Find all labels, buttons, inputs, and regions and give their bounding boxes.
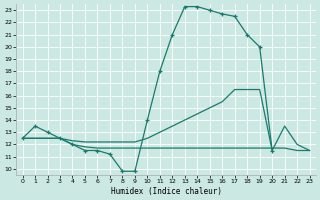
X-axis label: Humidex (Indice chaleur): Humidex (Indice chaleur) [111, 187, 221, 196]
